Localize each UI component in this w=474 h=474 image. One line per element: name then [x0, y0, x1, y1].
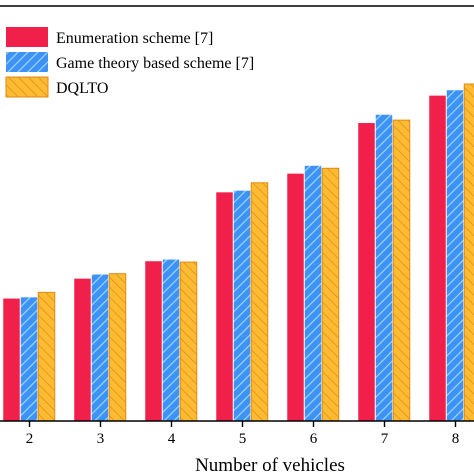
bar-game-theory-6	[304, 165, 322, 421]
bar-game-theory-4	[162, 259, 180, 421]
x-tick-label-8: 8	[452, 431, 460, 447]
bar-dqlto-7	[392, 119, 411, 422]
legend-label-dqlto: DQLTO	[56, 80, 108, 97]
bar-enumeration-7	[358, 123, 375, 421]
x-tick-label-2: 2	[26, 431, 34, 447]
bar-enumeration-5	[216, 192, 233, 421]
bar-enumeration-3	[74, 278, 91, 421]
legend-swatch-enumeration	[6, 27, 48, 47]
bar-game-theory-2	[20, 297, 38, 421]
bar-dqlto-4	[179, 261, 198, 422]
bar-game-theory-3	[91, 274, 109, 421]
bars-group	[3, 83, 474, 422]
bar-game-theory-5	[233, 190, 251, 421]
bar-dqlto-8	[463, 83, 474, 422]
legend-label-enumeration: Enumeration scheme [7]	[56, 30, 213, 47]
legend: Enumeration scheme [7] Game theory based…	[5, 27, 254, 98]
x-ticks-group: 2 3 4 5 6 7 8	[26, 421, 460, 447]
bar-game-theory-8	[446, 90, 464, 421]
bar-dqlto-5	[250, 182, 269, 422]
x-axis-title: Number of vehicles	[195, 455, 345, 474]
x-tick-label-6: 6	[310, 431, 318, 447]
legend-swatch-dqlto	[5, 76, 49, 98]
bar-enumeration-4	[145, 261, 162, 422]
bar-enumeration-2	[3, 298, 20, 421]
x-tick-label-4: 4	[168, 431, 176, 447]
bar-dqlto-3	[108, 273, 127, 422]
legend-swatch-game-theory	[6, 52, 48, 72]
bar-dqlto-6	[321, 167, 340, 422]
bar-enumeration-8	[429, 95, 446, 421]
legend-label-game-theory: Game theory based scheme [7]	[56, 55, 254, 72]
x-tick-label-3: 3	[97, 431, 105, 447]
bar-dqlto-2	[37, 291, 56, 422]
x-tick-label-7: 7	[381, 431, 389, 447]
bar-enumeration-6	[287, 173, 304, 421]
x-tick-label-5: 5	[239, 431, 247, 447]
bar-game-theory-7	[375, 114, 393, 421]
